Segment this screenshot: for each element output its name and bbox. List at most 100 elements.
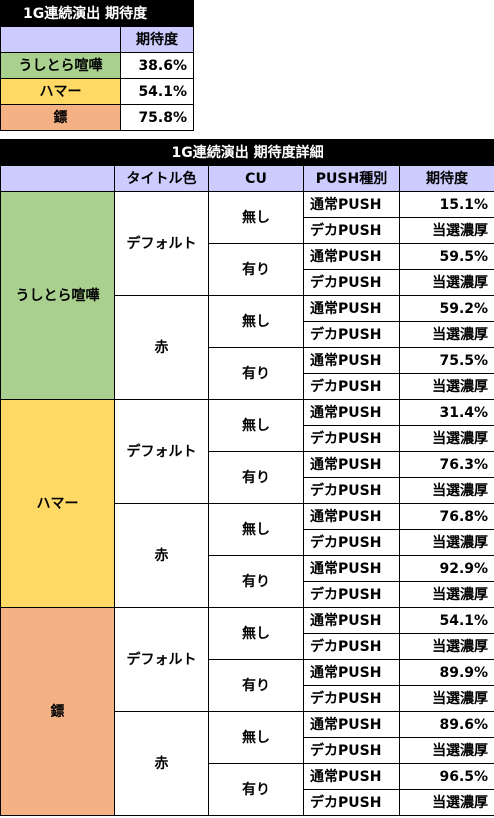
cu-cell: 有り xyxy=(208,659,304,712)
table-row: デカPUSH 当選濃厚 xyxy=(1,425,494,452)
expectation-value-cell: 92.9% xyxy=(398,555,494,582)
cu-cell: 無し xyxy=(208,607,304,660)
expectation-value-cell: 当選濃厚 xyxy=(398,373,494,400)
table-row: デカPUSH 当選濃厚 xyxy=(1,321,494,348)
title-color-cell: デフォルト xyxy=(114,399,209,504)
expectation-value-cell: 89.9% xyxy=(398,659,494,686)
table-row: デカPUSH 当選濃厚 xyxy=(1,217,494,244)
summary-label: 鏢 xyxy=(0,104,121,131)
expectation-value-cell: 当選濃厚 xyxy=(398,321,494,348)
push-type-cell: デカPUSH xyxy=(303,269,400,296)
title-color-cell: デフォルト xyxy=(114,607,209,712)
table-row: デカPUSH 当選濃厚 xyxy=(1,373,494,400)
table-row: 有り 通常PUSH 75.5% xyxy=(1,347,494,400)
push-type-cell: 通常PUSH xyxy=(303,191,400,218)
push-type-cell: デカPUSH xyxy=(303,789,400,816)
cu-cell: 有り xyxy=(208,347,304,400)
push-type-cell: 通常PUSH xyxy=(303,451,400,478)
push-type-cell: デカPUSH xyxy=(303,425,400,452)
title-color-cell: デフォルト xyxy=(114,191,209,296)
table-row: 有り 通常PUSH 76.3% xyxy=(1,451,494,504)
expectation-value-cell: 15.1% xyxy=(398,191,494,218)
expectation-value-cell: 76.3% xyxy=(398,451,494,478)
push-type-cell: 通常PUSH xyxy=(303,243,400,270)
detail-title: 1G連続演出 期待度詳細 xyxy=(0,139,494,166)
push-type-cell: デカPUSH xyxy=(303,373,400,400)
expectation-value-cell: 当選濃厚 xyxy=(398,581,494,608)
push-type-cell: 通常PUSH xyxy=(303,555,400,582)
detail-header: PUSH種別 xyxy=(303,165,400,192)
expectation-value-cell: 96.5% xyxy=(398,763,494,790)
title-color-cell: 赤 xyxy=(114,295,209,400)
detail-header: タイトル色 xyxy=(114,165,209,192)
expectation-value-cell: 54.1% xyxy=(398,607,494,634)
table-row: うしとら喧嘩 38.6% xyxy=(0,52,195,79)
expectation-value-cell: 当選濃厚 xyxy=(398,789,494,816)
title-color-cell: 赤 xyxy=(114,711,209,816)
expectation-value-cell: 89.6% xyxy=(398,711,494,738)
table-row: デカPUSH 当選濃厚 xyxy=(1,477,494,504)
cu-cell: 無し xyxy=(208,399,304,452)
table-row: デカPUSH 当選濃厚 xyxy=(1,269,494,296)
push-type-cell: デカPUSH xyxy=(303,321,400,348)
expectation-value-cell: 76.8% xyxy=(398,503,494,530)
cu-cell: 無し xyxy=(208,295,304,348)
push-type-cell: 通常PUSH xyxy=(303,347,400,374)
push-type-cell: デカPUSH xyxy=(303,685,400,712)
push-type-cell: デカPUSH xyxy=(303,529,400,556)
push-type-cell: デカPUSH xyxy=(303,217,400,244)
expectation-value-cell: 当選濃厚 xyxy=(398,269,494,296)
summary-label: うしとら喧嘩 xyxy=(0,52,121,79)
table-row: うしとら喧嘩 デフォルト 無し 通常PUSH 15.1% xyxy=(0,191,494,400)
cu-cell: 有り xyxy=(208,555,304,608)
summary-table: 1G連続演出 期待度 期待度 うしとら喧嘩 38.6% ハマー 54.1% 鏢 … xyxy=(0,0,195,131)
summary-value: 54.1% xyxy=(119,78,195,105)
expectation-value-cell: 当選濃厚 xyxy=(398,685,494,712)
push-type-cell: 通常PUSH xyxy=(303,607,400,634)
detail-table: 1G連続演出 期待度詳細 タイトル色 CU PUSH種別 期待度 うしとら喧嘩デ… xyxy=(0,139,494,816)
cu-cell: 有り xyxy=(208,243,304,296)
push-type-cell: デカPUSH xyxy=(303,737,400,764)
summary-header-blank xyxy=(0,26,121,53)
group-label: うしとら喧嘩 xyxy=(0,191,115,400)
summary-title: 1G連続演出 期待度 xyxy=(0,0,195,27)
cu-cell: 無し xyxy=(208,191,304,244)
expectation-value-cell: 当選濃厚 xyxy=(398,633,494,660)
table-row: デカPUSH 当選濃厚 xyxy=(1,529,494,556)
push-type-cell: デカPUSH xyxy=(303,633,400,660)
push-type-cell: 通常PUSH xyxy=(303,399,400,426)
table-row: 鏢デフォルト 無し 通常PUSH 54.1% xyxy=(0,607,494,816)
cu-cell: 無し xyxy=(208,503,304,556)
detail-header: 期待度 xyxy=(398,165,494,192)
push-type-cell: デカPUSH xyxy=(303,581,400,608)
cu-cell: 有り xyxy=(208,451,304,504)
table-row: 有り 通常PUSH 92.9% xyxy=(1,555,494,608)
summary-label: ハマー xyxy=(0,78,121,105)
group-label: 鏢 xyxy=(0,607,115,816)
cu-cell: 無し xyxy=(208,711,304,764)
expectation-value-cell: 31.4% xyxy=(398,399,494,426)
detail-header-blank xyxy=(0,165,115,192)
expectation-value-cell: 59.5% xyxy=(398,243,494,270)
expectation-value-cell: 当選濃厚 xyxy=(398,529,494,556)
title-color-cell: 赤 xyxy=(114,503,209,608)
expectation-value-cell: 当選濃厚 xyxy=(398,425,494,452)
table-row: 赤無し 通常PUSH 89.6% xyxy=(1,711,494,816)
expectation-value-cell: 当選濃厚 xyxy=(398,477,494,504)
expectation-value-cell: 当選濃厚 xyxy=(398,737,494,764)
expectation-value-cell: 59.2% xyxy=(398,295,494,322)
table-row: 鏢 75.8% xyxy=(0,104,195,131)
table-row: 赤無し 通常PUSH 76.8% xyxy=(1,503,494,608)
push-type-cell: 通常PUSH xyxy=(303,763,400,790)
summary-col-header: 期待度 xyxy=(119,26,195,53)
push-type-cell: デカPUSH xyxy=(303,477,400,504)
detail-header: CU xyxy=(208,165,304,192)
table-row: ハマー デフォルト 無し 通常PUSH 31.4% xyxy=(0,399,494,608)
push-type-cell: 通常PUSH xyxy=(303,295,400,322)
table-row: 赤無し 通常PUSH 59.2% xyxy=(1,295,494,400)
expectation-value-cell: 75.5% xyxy=(398,347,494,374)
table-row: デカPUSH 当選濃厚 xyxy=(1,789,494,816)
table-row: 有り 通常PUSH 89.9% xyxy=(1,659,494,712)
cu-cell: 有り xyxy=(208,763,304,816)
push-type-cell: 通常PUSH xyxy=(303,659,400,686)
